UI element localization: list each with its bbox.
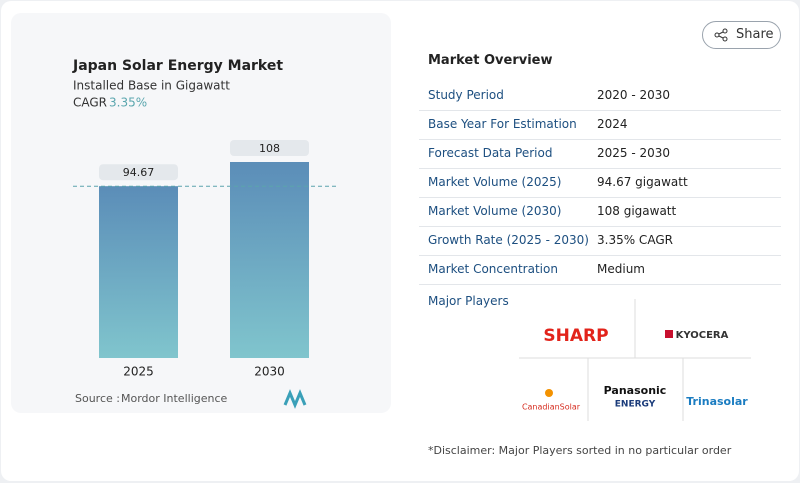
source: Mordor Intelligence [121, 392, 228, 405]
bar [99, 186, 178, 358]
value-label: 94.67 [123, 166, 155, 179]
bar [230, 162, 309, 358]
row-value: 3.35% CAGR [597, 233, 673, 247]
disclaimer: *Disclaimer: Major Players sorted in no … [428, 444, 732, 457]
overview-row: Market Volume (2030) 108 gigawatt [419, 197, 781, 227]
share-icon [714, 28, 728, 42]
value-pill [230, 140, 309, 156]
row-label: Study Period [428, 88, 504, 102]
source-label: Source : [75, 392, 120, 405]
row-label: Market Volume (2025) [428, 175, 562, 189]
row-value: 108 gigawatt [597, 204, 677, 218]
row-label: Base Year For Estimation [428, 117, 577, 131]
overview-title: Market Overview [428, 53, 553, 68]
logo-kyocera: KYOCERA [676, 330, 729, 341]
players-title: Major Players [428, 294, 509, 308]
row-label: Forecast Data Period [428, 146, 553, 160]
brand-logo [283, 389, 307, 409]
logo-panasonic: Panasonic [604, 384, 667, 397]
chart: Japan Solar Energy Market Installed Base… [11, 13, 391, 413]
value-label: 108 [259, 142, 280, 155]
overview-row: Base Year For Estimation 2024 [419, 110, 781, 140]
chart-title: Japan Solar Energy Market [72, 58, 283, 74]
row-value: 94.67 gigawatt [597, 175, 688, 189]
logo-trinasolar: Trinasolar [686, 395, 748, 408]
share-button[interactable]: Share [702, 21, 781, 49]
row-value: 2024 [597, 117, 628, 131]
logo-energy: ENERGY [615, 400, 656, 410]
chart-subtitle: Installed Base in Gigawatt [73, 79, 230, 93]
overview-row: Market Volume (2025) 94.67 gigawatt [419, 168, 781, 198]
overview-row: Study Period 2020 - 2030 [419, 81, 781, 111]
cagr-label: CAGR [73, 96, 107, 110]
row-label: Market Concentration [428, 262, 558, 276]
overview-row: Market Concentration Medium [419, 255, 781, 285]
row-value: 2020 - 2030 [597, 88, 671, 102]
share-label: Share [736, 27, 774, 42]
logo-mark [545, 389, 553, 397]
row-value: Medium [597, 262, 645, 276]
overview-row: Growth Rate (2025 - 2030) 3.35% CAGR [419, 226, 781, 256]
x-tick-label: 2025 [123, 365, 154, 379]
row-value: 2025 - 2030 [597, 146, 671, 160]
row-label: Growth Rate (2025 - 2030) [428, 233, 589, 247]
value-pill [99, 164, 178, 181]
logo-mark [665, 330, 673, 338]
players-grid: SHARP KYOCERA CanadianSolar Panasonic EN… [519, 299, 751, 421]
overview-row: Forecast Data Period 2025 - 2030 [419, 139, 781, 169]
x-tick-label: 2030 [254, 365, 285, 379]
logo-sharp: SHARP [543, 326, 608, 346]
cagr-value: 3.35% [109, 96, 147, 110]
logo-canadiansolar: CanadianSolar [522, 403, 581, 412]
row-label: Market Volume (2030) [428, 204, 562, 218]
